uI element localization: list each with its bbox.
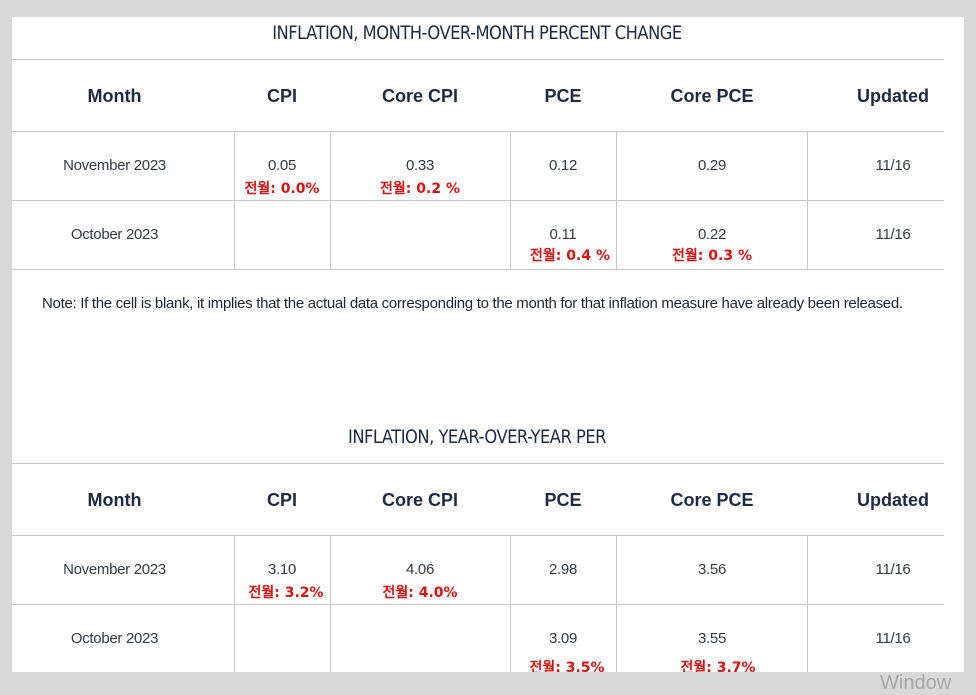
mom-r1-updated: 11/16 (875, 157, 911, 174)
yoy-col-divider (510, 535, 511, 672)
yoy-top-rule (12, 463, 944, 464)
mom-bottom-rule (12, 269, 944, 270)
yoy-col-divider (330, 535, 331, 672)
yoy-r1-core-cpi-prev: 전월: 4.0% (382, 585, 458, 601)
yoy-r1-updated: 11/16 (875, 561, 911, 578)
yoy-header-month: Month (87, 490, 142, 510)
mom-r1-month: November 2023 (63, 157, 166, 174)
yoy-header-core-cpi: Core CPI (381, 490, 459, 510)
mom-r1-core-cpi: 0.33 (406, 157, 434, 174)
mom-header-month: Month (87, 86, 142, 106)
yoy-r1-core-pce: 3.56 (698, 561, 726, 578)
yoy-header-updated: Updated (857, 490, 929, 510)
mom-r2-core-pce: 0.22 (698, 226, 726, 243)
mom-r2-pce: 0.11 (549, 226, 577, 243)
mom-r1-cpi: 0.05 (268, 157, 296, 174)
yoy-r2-core-pce: 3.55 (698, 630, 726, 647)
mom-col-divider (234, 131, 235, 269)
mom-r1-core-cpi-prev: 전월: 0.2 % (380, 181, 460, 197)
yoy-col-divider (616, 535, 617, 672)
mom-r2-pce-prev: 전월: 0.4 % (530, 248, 610, 264)
mom-header-core-pce: Core PCE (670, 86, 754, 106)
yoy-r1-pce: 2.98 (549, 561, 577, 578)
yoy-r2-updated: 11/16 (875, 630, 911, 647)
mom-header-core-cpi: Core CPI (381, 86, 459, 106)
yoy-r1-cpi-prev: 전월: 3.2% (248, 585, 324, 601)
yoy-r1-month: November 2023 (63, 561, 166, 578)
yoy-r2-month: October 2023 (70, 630, 159, 647)
mom-r1-pce: 0.12 (549, 157, 577, 174)
mom-row-rule (12, 200, 944, 201)
mom-col-divider (510, 131, 511, 269)
mom-top-rule (12, 59, 944, 60)
yoy-header-core-pce: Core PCE (670, 490, 754, 510)
yoy-col-divider (807, 535, 808, 672)
mom-header-cpi: CPI (266, 86, 297, 106)
mom-r2-updated: 11/16 (875, 226, 911, 243)
mom-col-divider (330, 131, 331, 269)
yoy-header-cpi: CPI (266, 490, 297, 510)
mom-r1-cpi-prev: 전월: 0.0% (244, 181, 320, 197)
document-page: INFLATION, MONTH-OVER-MONTH PERCENT CHAN… (12, 17, 964, 672)
yoy-col-divider (234, 535, 235, 672)
mom-header-rule (12, 131, 944, 132)
yoy-r2-core-pce-prev: 전월: 3.7% (680, 660, 756, 672)
mom-r2-core-pce-prev: 전월: 0.3 % (672, 248, 752, 264)
yoy-row-rule (12, 604, 944, 605)
yoy-r2-pce: 3.09 (549, 630, 577, 647)
yoy-r1-cpi: 3.10 (268, 561, 296, 578)
mom-r1-core-pce: 0.29 (698, 157, 726, 174)
yoy-header-rule (12, 535, 944, 536)
mom-col-divider (807, 131, 808, 269)
yoy-table-title: INFLATION, YEAR-OVER-YEAR PER (348, 426, 606, 448)
yoy-r2-pce-prev: 전월: 3.5% (529, 660, 605, 672)
yoy-header-pce: PCE (544, 490, 582, 510)
mom-table-title: INFLATION, MONTH-OVER-MONTH PERCENT CHAN… (272, 22, 682, 44)
mom-header-pce: PCE (544, 86, 582, 106)
mom-col-divider (616, 131, 617, 269)
yoy-r1-core-cpi: 4.06 (406, 561, 434, 578)
blank-cell-note: Note: If the cell is blank, it implies t… (42, 295, 903, 312)
mom-r2-month: October 2023 (70, 226, 159, 243)
windows-activation-watermark: Window (880, 672, 952, 694)
mom-header-updated: Updated (857, 86, 929, 106)
